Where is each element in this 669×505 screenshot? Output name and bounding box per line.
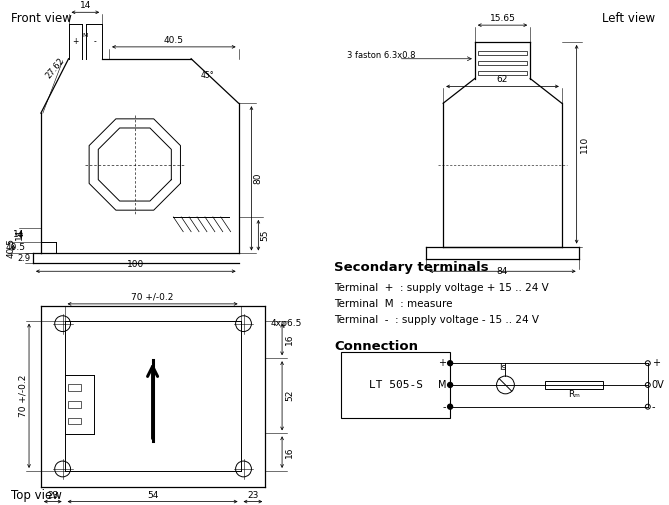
Bar — [478, 61, 527, 65]
Bar — [341, 352, 450, 418]
Text: 2.9: 2.9 — [17, 254, 30, 263]
Text: Rₘ: Rₘ — [568, 390, 580, 399]
Bar — [478, 51, 527, 55]
Text: +: + — [438, 358, 446, 368]
Text: Is: Is — [499, 363, 506, 372]
Text: +: + — [72, 37, 79, 46]
Text: 40.5: 40.5 — [164, 36, 184, 45]
Text: 40.5: 40.5 — [5, 243, 25, 252]
Circle shape — [448, 361, 453, 366]
Text: +: + — [652, 358, 660, 368]
Text: 27.62: 27.62 — [43, 57, 66, 81]
Text: LT 505-S: LT 505-S — [369, 380, 423, 390]
Text: 14: 14 — [80, 2, 91, 10]
Text: -: - — [94, 37, 96, 46]
Text: Terminal  +  : supply voltage + 15 .. 24 V: Terminal + : supply voltage + 15 .. 24 V — [334, 283, 549, 293]
Bar — [545, 381, 603, 389]
Text: 16: 16 — [285, 446, 294, 458]
Text: Terminal  -  : supply voltage - 15 .. 24 V: Terminal - : supply voltage - 15 .. 24 V — [334, 315, 539, 325]
Text: Left view: Left view — [601, 12, 655, 25]
Text: Front view: Front view — [11, 12, 72, 25]
Text: 70 +/-0.2: 70 +/-0.2 — [18, 375, 27, 417]
Text: 16: 16 — [285, 334, 294, 345]
Text: -: - — [443, 401, 446, 412]
Text: 40.5: 40.5 — [7, 237, 16, 258]
Text: 55: 55 — [260, 229, 270, 241]
Text: Connection: Connection — [334, 340, 419, 353]
Bar — [68, 384, 82, 391]
Text: Secondary terminals: Secondary terminals — [334, 262, 489, 274]
Text: 70 +/-0.2: 70 +/-0.2 — [131, 293, 174, 302]
Bar — [478, 71, 527, 75]
Text: 100: 100 — [127, 260, 145, 269]
Bar — [68, 418, 82, 425]
Text: 52: 52 — [285, 390, 294, 401]
Text: 23: 23 — [248, 490, 259, 499]
Text: Top view: Top view — [11, 489, 62, 502]
Text: 54: 54 — [147, 490, 159, 499]
Circle shape — [448, 382, 453, 387]
Text: M: M — [83, 32, 88, 37]
Text: 80: 80 — [254, 173, 262, 184]
Text: 3 faston 6.3x0.8: 3 faston 6.3x0.8 — [347, 52, 416, 60]
Text: M: M — [438, 380, 446, 390]
Text: 0V: 0V — [652, 380, 664, 390]
Text: 14: 14 — [15, 229, 23, 240]
Text: 62: 62 — [497, 75, 508, 84]
Circle shape — [448, 404, 453, 409]
Bar — [68, 401, 82, 408]
Text: 14: 14 — [13, 230, 25, 239]
Text: 23: 23 — [47, 490, 58, 499]
Text: 4xφ6.5: 4xφ6.5 — [270, 319, 302, 328]
Text: Terminal  M  : measure: Terminal M : measure — [334, 299, 453, 309]
Text: 110: 110 — [579, 136, 589, 153]
Text: -: - — [652, 401, 655, 412]
Text: 15.65: 15.65 — [490, 14, 515, 23]
Text: 84: 84 — [497, 267, 508, 276]
Text: 45°: 45° — [201, 71, 215, 80]
